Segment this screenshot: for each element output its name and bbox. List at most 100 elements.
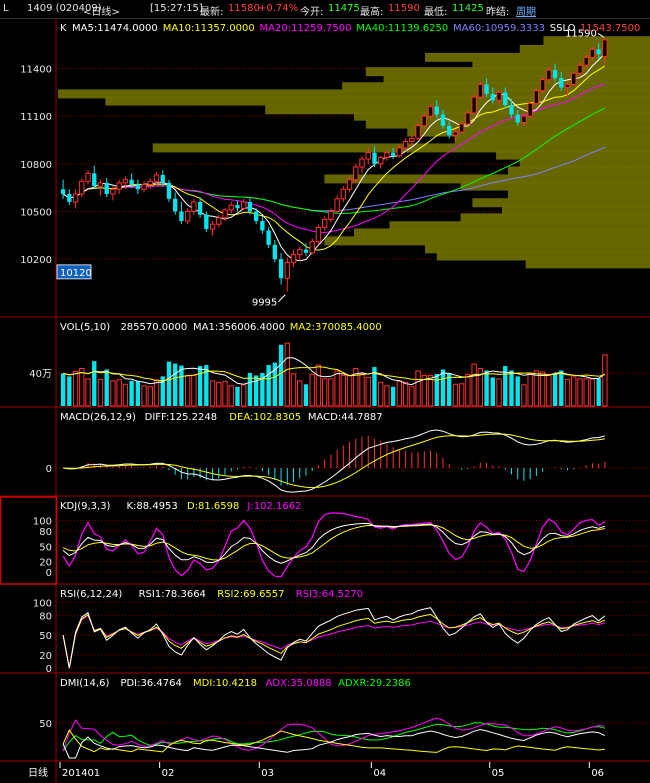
volume-bar: [297, 380, 303, 407]
volume-legend-item: MA1:356006.4000: [193, 322, 285, 333]
volume-bar: [384, 385, 390, 407]
volume-bar: [596, 378, 601, 406]
x-tick-label: 04: [373, 768, 386, 779]
volume-profile-bar: [525, 259, 650, 269]
candle-body: [278, 259, 284, 279]
candle-body: [346, 179, 353, 190]
volume-profile-bar: [265, 105, 650, 115]
volume-bar: [527, 372, 533, 407]
volume-profile-bar: [105, 96, 650, 106]
macd-diff-line: [63, 429, 606, 493]
volume-bar: [583, 378, 589, 407]
mdi-line: [62, 728, 605, 753]
volume-bar: [496, 378, 502, 407]
volume-bar: [421, 374, 427, 407]
candle-body: [434, 106, 439, 115]
volume-profile-bar: [543, 36, 650, 46]
volume-bar: [67, 376, 72, 406]
volume-profile-bar: [472, 60, 650, 70]
price-ytick: 10500: [20, 207, 52, 218]
volume-bar: [72, 370, 79, 407]
volume-bar: [509, 370, 514, 406]
volume-profile-bar: [507, 189, 650, 199]
candle-body: [452, 131, 459, 136]
volume-bar: [92, 361, 97, 406]
candle-body: [160, 174, 165, 183]
price-tag-box: [56, 264, 92, 280]
volume-bar: [266, 365, 271, 406]
candle-body: [260, 221, 265, 231]
volume-bar: [315, 364, 322, 407]
chart-stage[interactable]: 10200 10500 10800 11100 11400 11590 9995 10120 K…: [0, 18, 650, 783]
volume-bar: [378, 381, 384, 407]
volume-profile-bar: [354, 111, 650, 121]
dmi-panel: [62, 717, 606, 759]
low-value: 11425: [452, 3, 484, 14]
kdj-ytick: 20: [39, 558, 52, 569]
x-tick-label: 02: [162, 768, 175, 779]
candle-body: [484, 84, 489, 94]
price-ytick: 10200: [20, 255, 52, 266]
candle-body: [564, 83, 571, 89]
candle-body: [471, 96, 477, 114]
volume-bar: [564, 378, 571, 407]
volume-bar: [503, 366, 508, 406]
mark-label: L: [3, 3, 9, 14]
price-legend-item: MA20:11259.7500: [260, 23, 352, 34]
volume-bar: [359, 373, 365, 407]
candle-body: [122, 179, 129, 184]
candle-body: [247, 201, 253, 212]
candle-body: [577, 64, 583, 74]
candle-body: [515, 114, 520, 123]
high-annotation: 11590: [565, 28, 597, 39]
candle-body: [552, 70, 558, 79]
rsi-ytick: 20: [39, 651, 52, 662]
period-button[interactable]: 周期: [516, 7, 536, 18]
candle-body: [222, 209, 228, 219]
price-legend-item: K: [60, 23, 67, 34]
pdi-line: [62, 728, 606, 759]
macd-legend-item: DEA:102.8305: [229, 412, 301, 423]
volume-bar: [346, 374, 353, 407]
candle-body: [427, 106, 434, 117]
x-tick-label: 03: [261, 768, 274, 779]
volume-bar: [602, 354, 608, 407]
volume-bar: [334, 370, 340, 407]
volume-bar: [79, 368, 85, 407]
volume-bar: [390, 386, 396, 406]
volume-bar: [465, 373, 471, 407]
candle-body: [141, 183, 147, 190]
candle-body: [228, 204, 234, 211]
candle-body: [359, 158, 365, 168]
volume-profile-bar: [460, 181, 650, 191]
candle-body: [235, 205, 240, 209]
volume-bar: [340, 374, 347, 407]
volume-bar: [434, 373, 439, 406]
candle-body: [216, 217, 222, 225]
candle-body: [92, 173, 97, 187]
low-annotation: 9995: [252, 298, 277, 309]
macd-legend-item: MACD:44.7887: [308, 412, 383, 423]
candle-body: [147, 180, 153, 185]
candle-body: [521, 115, 527, 124]
volume-bar: [447, 372, 452, 406]
candle-body: [241, 201, 247, 209]
volume-profile-bar: [365, 67, 650, 77]
volume-bar: [458, 383, 465, 407]
macd-panel: [63, 429, 606, 493]
candle-body: [372, 152, 377, 164]
candle-body: [97, 182, 104, 187]
volume-bar: [216, 381, 222, 407]
open-label: 今开:: [300, 7, 324, 18]
volume-profile-bar: [342, 82, 650, 92]
open-value: 11475: [328, 3, 360, 14]
low-label: 最低:: [424, 7, 448, 18]
candle-body: [104, 182, 109, 195]
volume-bar: [141, 385, 147, 407]
volume-profile-bar: [472, 198, 650, 208]
low-arrow: [277, 294, 286, 303]
macd-legend-item: DIFF:125.2248: [145, 412, 217, 423]
volume-profile-bar: [507, 166, 650, 176]
dmi-legend-item: MDI:10.4218: [193, 678, 257, 689]
volume-bar: [290, 373, 297, 407]
